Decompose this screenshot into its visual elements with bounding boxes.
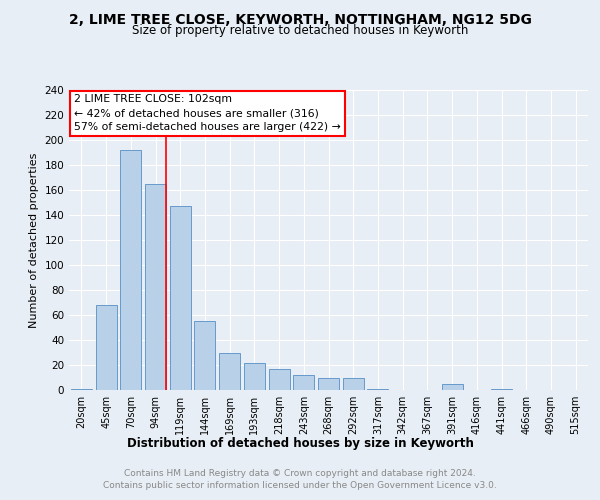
Bar (95, 305, 116, 390)
Text: Distribution of detached houses by size in Keyworth: Distribution of detached houses by size … (127, 438, 473, 450)
Bar (170, 206, 191, 390)
Text: 2, LIME TREE CLOSE, KEYWORTH, NOTTINGHAM, NG12 5DG: 2, LIME TREE CLOSE, KEYWORTH, NOTTINGHAM… (68, 12, 532, 26)
Bar (367, 389, 388, 390)
Text: Size of property relative to detached houses in Keyworth: Size of property relative to detached ho… (132, 24, 468, 37)
Text: Contains public sector information licensed under the Open Government Licence v3: Contains public sector information licen… (103, 481, 497, 490)
Text: Contains HM Land Registry data © Crown copyright and database right 2024.: Contains HM Land Registry data © Crown c… (124, 469, 476, 478)
Bar (343, 378, 364, 390)
Bar (491, 389, 512, 390)
Text: 2 LIME TREE CLOSE: 102sqm
← 42% of detached houses are smaller (316)
57% of semi: 2 LIME TREE CLOSE: 102sqm ← 42% of detac… (74, 94, 341, 132)
Bar (219, 352, 240, 390)
Bar (145, 184, 166, 390)
Bar (194, 322, 215, 390)
Bar (442, 384, 463, 390)
Bar (244, 362, 265, 390)
Bar (318, 378, 339, 390)
Bar (269, 369, 290, 390)
Y-axis label: Number of detached properties: Number of detached properties (29, 152, 39, 328)
Bar (293, 375, 314, 390)
Bar (71, 389, 92, 390)
Bar (120, 150, 141, 390)
